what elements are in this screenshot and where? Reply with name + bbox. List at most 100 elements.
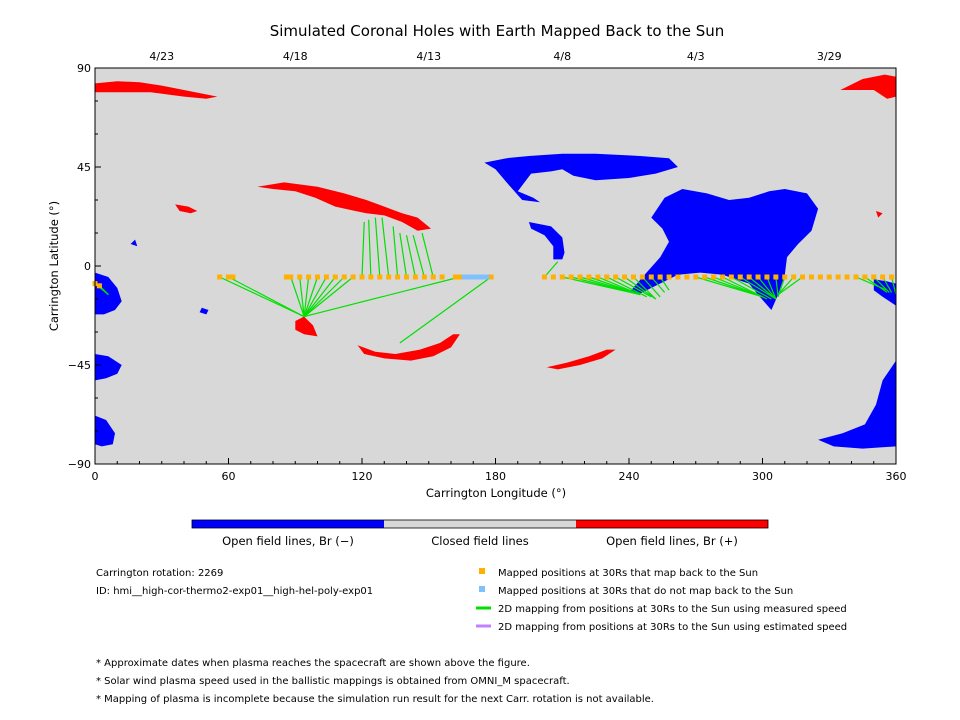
coronal-hole-negative-12	[873, 279, 896, 306]
mapped-point-25	[586, 274, 592, 280]
coronal-hole-negative-9	[528, 222, 565, 260]
coronal-hole-negative-15	[818, 360, 896, 449]
mapped-point-43	[773, 274, 779, 280]
mapped-point-39	[737, 274, 743, 280]
mapping-line-28	[615, 276, 652, 298]
legend-not-mapped-swatch	[479, 586, 485, 592]
coronal-hole-negative-13	[95, 354, 122, 381]
y-axis-label: Carrington Latitude (°)	[47, 201, 61, 331]
mapped-point-54	[230, 274, 236, 280]
mapped-point-38	[728, 274, 734, 280]
coronal-hole-regions	[95, 74, 896, 449]
note-1: * Approximate dates when plasma reaches …	[96, 658, 530, 669]
colorbar-segment-2	[576, 520, 768, 528]
mapped-point-32	[648, 274, 654, 280]
mapped-point-4	[306, 274, 312, 280]
y-axis: 90 45 0 −45 −90	[68, 62, 101, 471]
mapped-point-2	[288, 274, 294, 280]
mapping-line-48	[864, 276, 888, 293]
mapped-point-12	[377, 274, 383, 280]
mapped-point-51	[889, 274, 895, 280]
mapped-point-17	[421, 274, 427, 280]
mapping-line-16	[405, 235, 416, 278]
mapped-point-6	[323, 274, 329, 280]
colorbar-label-closed: Closed field lines	[431, 534, 529, 548]
mapping-line-26	[597, 276, 641, 296]
mapping-line-36	[713, 276, 763, 298]
mapping-line-0	[219, 276, 305, 318]
coronal-hole-positive-7	[876, 211, 883, 218]
coronal-hole-negative-10	[631, 189, 819, 310]
mapping-line-45	[777, 276, 795, 295]
mapping-line-17	[412, 235, 425, 278]
coronal-hole-positive-1	[840, 74, 896, 99]
mapping-line-9	[303, 276, 354, 318]
mapping-line-1	[228, 276, 305, 318]
mapped-point-1	[226, 274, 231, 280]
coronal-hole-positive-0	[95, 81, 218, 99]
mapped-point-19	[457, 274, 463, 280]
x-axis-label: Carrington Longitude (°)	[426, 486, 566, 500]
y-tick-label-1: 45	[77, 161, 91, 174]
mapped-point-46	[800, 274, 806, 280]
mapped-point-58	[550, 274, 556, 280]
not-mapped-point-3	[475, 274, 481, 280]
run-id: ID: hmi__high-cor-thermo2-exp01__high-he…	[96, 586, 373, 597]
coronal-hole-negative-17	[130, 239, 138, 247]
legend-not-mapped-label: Mapped positions at 30Rs that do not map…	[498, 586, 793, 597]
mapped-point-8	[341, 274, 347, 280]
mapped-point-29	[622, 274, 628, 280]
mapped-point-0	[217, 274, 223, 280]
colorbar-segment-1	[384, 520, 576, 528]
chart-title: Simulated Coronal Holes with Earth Mappe…	[270, 22, 725, 40]
mapping-line-39	[739, 276, 777, 300]
mapping-lines	[95, 217, 896, 344]
mapping-line-14	[392, 226, 399, 278]
mapped-point-55	[283, 274, 289, 280]
mapped-point-13	[386, 274, 392, 280]
mapped-point-33	[657, 274, 663, 280]
mapping-line-43	[775, 276, 779, 297]
mapping-line-47	[855, 276, 888, 291]
colorbar-frame	[191, 519, 769, 529]
mapped-point-62	[808, 274, 814, 280]
carrington-rotation: Carrington rotation: 2269	[96, 568, 223, 579]
mapped-point-18	[430, 274, 436, 280]
mapped-point-65	[835, 274, 841, 280]
mapped-point-20	[488, 274, 494, 280]
y-tick-label-3: −45	[68, 359, 91, 372]
y-tick-label-0: 90	[77, 62, 91, 75]
mapping-line-29	[624, 276, 657, 300]
mapping-line-15	[399, 232, 408, 278]
legend-mapped-swatch	[479, 568, 485, 574]
mapped-point-28	[613, 274, 619, 280]
mapped-point-14	[395, 274, 401, 280]
mapped-point-36	[711, 274, 717, 280]
date-tick-label-0: 4/23	[149, 50, 174, 63]
mapped-point-37	[719, 274, 725, 280]
mapping-line-50	[882, 276, 893, 293]
coronal-hole-positive-5	[357, 334, 460, 361]
mapping-line-27	[606, 276, 648, 298]
mapped-point-7	[332, 274, 338, 280]
mapping-line-41	[757, 276, 777, 300]
mapping-line-32	[650, 276, 666, 293]
mapping-line-20	[399, 276, 492, 344]
mapped-point-59	[666, 274, 672, 280]
mapping-line-12	[374, 217, 381, 278]
mapping-line-8	[303, 276, 345, 318]
mapping-line-2	[290, 276, 305, 317]
date-tick-label-4: 4/3	[687, 50, 705, 63]
mapped-point-44	[782, 274, 788, 280]
mapped-point-35	[702, 274, 708, 280]
mapped-point-57	[452, 274, 458, 280]
mapped-point-27	[604, 274, 610, 280]
note-3: * Mapping of plasma is incomplete becaus…	[96, 694, 654, 705]
x-tick-label-6: 360	[886, 470, 907, 483]
mapping-line-38	[731, 276, 772, 300]
coronal-hole-positive-4	[295, 316, 318, 337]
mapped-point-16	[412, 274, 418, 280]
not-mapped-point-0	[461, 274, 467, 280]
mapping-line-42	[766, 276, 777, 300]
